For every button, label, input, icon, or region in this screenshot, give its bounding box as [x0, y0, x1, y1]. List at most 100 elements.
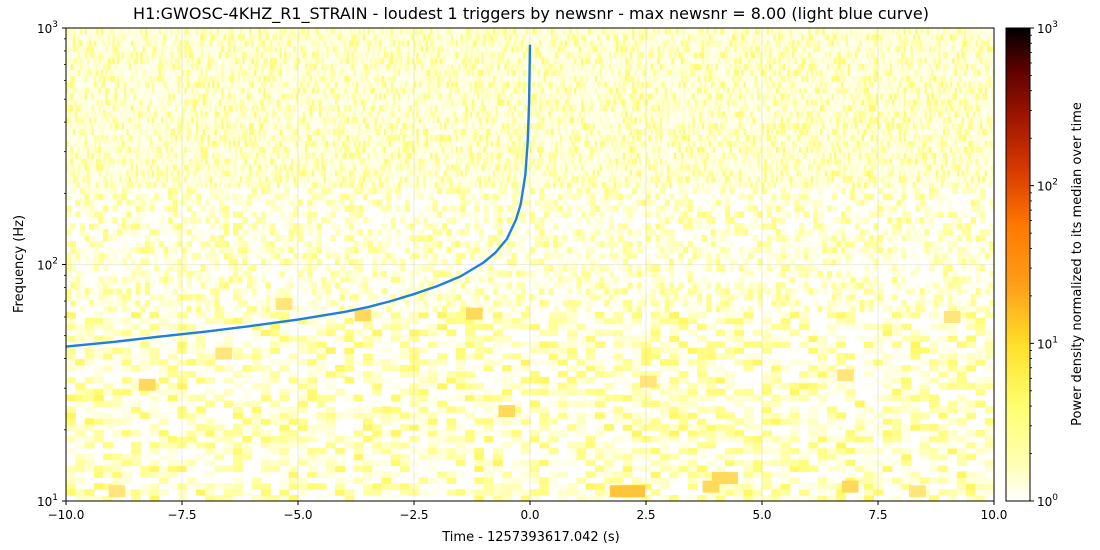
heatmap-cell: [451, 305, 457, 313]
heatmap-cell: [669, 181, 673, 189]
heatmap-cell: [251, 211, 257, 218]
heatmap-cell: [613, 323, 624, 331]
heatmap-cell: [525, 193, 531, 201]
heatmap-cell: [887, 264, 893, 272]
heatmap-cell: [223, 217, 229, 224]
heatmap-cell: [432, 211, 438, 218]
heatmap-cell: [594, 217, 601, 224]
heatmap-cell: [743, 294, 749, 301]
heatmap-cell: [358, 240, 364, 248]
heatmap-cell: [734, 181, 738, 189]
heatmap-cell: [474, 317, 485, 325]
heatmap-cell: [752, 211, 758, 218]
heatmap-cell: [497, 252, 503, 260]
heatmap-cell: [414, 234, 420, 242]
heatmap-cell: [397, 181, 401, 189]
heatmap-cell: [103, 471, 113, 478]
heatmap-cell: [372, 264, 378, 272]
heatmap-cell: [548, 329, 559, 337]
heatmap-cell: [597, 181, 601, 189]
heatmap-cell: [576, 388, 587, 396]
heatmap-cell: [873, 211, 879, 218]
heatmap-cell: [427, 329, 438, 337]
heatmap-cell: [687, 365, 698, 372]
heatmap-cell: [130, 181, 134, 189]
heatmap-cell: [678, 441, 689, 449]
heatmap-cell: [274, 193, 281, 201]
heatmap-cell: [557, 193, 564, 201]
heatmap-cell: [316, 483, 327, 490]
heatmap-cell: [455, 441, 466, 449]
heatmap-cell: [186, 483, 197, 490]
heatmap-cell: [910, 365, 921, 372]
heatmap-cell: [868, 211, 874, 218]
heatmap-cell: [938, 193, 944, 201]
heatmap-cell: [497, 299, 503, 307]
heatmap-cell: [692, 305, 698, 313]
heatmap-cell: [743, 465, 754, 473]
heatmap-cell: [279, 388, 290, 396]
heatmap-cell: [590, 187, 596, 195]
heatmap-cell: [205, 270, 211, 277]
heatmap-cell: [520, 365, 531, 372]
heatmap-cell: [149, 441, 160, 449]
heatmap-cell: [994, 241, 999, 248]
heatmap-cell: [465, 353, 475, 360]
heatmap-cell: [919, 234, 925, 242]
heatmap-cell: [427, 211, 434, 218]
heatmap-cell: [799, 495, 809, 501]
heatmap-cell: [771, 370, 782, 378]
heatmap-cell: [516, 282, 522, 289]
heatmap-cell: [502, 495, 513, 501]
heatmap-cell: [792, 181, 796, 189]
heatmap-cell: [474, 353, 485, 360]
heatmap-cell: [720, 252, 726, 260]
heatmap-cell: [154, 229, 160, 236]
heatmap-cell: [567, 430, 577, 437]
heatmap-cell: [335, 282, 341, 289]
heatmap-cell: [344, 406, 355, 413]
heatmap-cell: [311, 264, 318, 272]
heatmap-cell: [460, 234, 466, 242]
heatmap-cell: [539, 418, 550, 425]
heatmap-cell: [553, 294, 559, 301]
heatmap-cell: [947, 323, 958, 331]
heatmap-cell: [817, 441, 828, 449]
heatmap-cell: [752, 246, 758, 254]
heatmap-cell: [604, 424, 615, 431]
heatmap-cell: [859, 299, 865, 307]
heatmap-cell: [576, 311, 587, 319]
heatmap-cell: [418, 305, 424, 313]
heatmap-cell: [966, 187, 972, 195]
heatmap-cell: [284, 223, 290, 230]
heatmap-cell: [594, 453, 605, 461]
heatmap-cell: [557, 323, 568, 331]
heatmap-cell: [697, 406, 707, 413]
heatmap-cell: [437, 406, 448, 413]
heatmap-cell: [762, 430, 772, 437]
heatmap-cell: [910, 335, 921, 342]
heatmap-cell: [697, 311, 707, 319]
heatmap-cell: [567, 329, 577, 337]
heatmap-cell: [817, 489, 828, 496]
heatmap-cell: [799, 412, 809, 419]
heatmap-cell: [956, 447, 967, 455]
heatmap-cell: [237, 299, 243, 307]
heatmap-cell: [590, 299, 596, 307]
heatmap-cell: [112, 246, 118, 254]
heatmap-cell: [362, 181, 366, 189]
heatmap-cell: [467, 181, 471, 189]
heatmap-cell: [265, 223, 271, 230]
heatmap-cell: [706, 252, 712, 260]
heatmap-cell: [650, 323, 661, 331]
heatmap-cell: [604, 382, 615, 390]
heatmap-cell: [121, 294, 127, 301]
heatmap-cell: [163, 246, 169, 254]
heatmap-cell: [743, 258, 749, 266]
heatmap-cell: [325, 424, 336, 431]
heatmap-cell: [608, 240, 615, 248]
heatmap-cell: [720, 193, 726, 201]
heatmap-cell: [288, 382, 299, 390]
heatmap-cell: [163, 258, 169, 266]
heatmap-cell: [882, 205, 888, 212]
